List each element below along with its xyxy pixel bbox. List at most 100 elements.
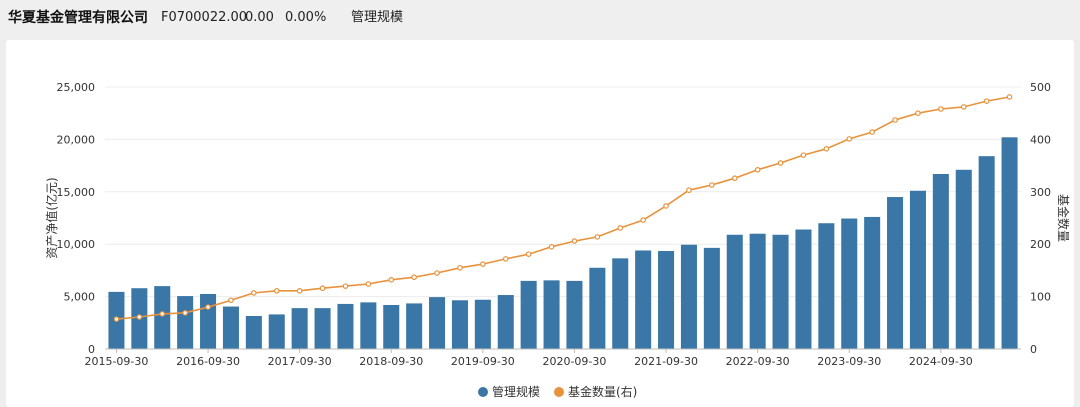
aum-bar[interactable] [749,233,766,349]
aum-bar[interactable] [497,295,514,349]
aum-bar[interactable] [795,229,812,349]
fund-count-point[interactable] [1006,94,1013,100]
fund-count-point[interactable] [640,217,646,223]
aum-bar[interactable] [314,308,331,349]
y-right-tick-label: 200 [1030,238,1051,251]
aum-bar[interactable] [268,314,285,349]
fund-count-point[interactable] [182,310,188,316]
fund-count-point[interactable] [754,166,761,173]
fund-count-point[interactable] [915,110,921,117]
fund-count-point[interactable] [251,290,257,296]
y-right-axis-title: 基金数量 [1056,194,1071,242]
fund-count-point[interactable] [388,277,395,283]
aum-bar[interactable] [726,234,743,349]
fund-count-point[interactable] [731,175,738,181]
fund-count-point[interactable] [594,234,601,240]
aum-bar[interactable] [703,247,720,349]
fund-count-point[interactable] [686,187,692,194]
fund-count-point[interactable] [113,316,120,322]
aum-bar[interactable] [474,299,491,349]
legend-fund-count-dot-icon [554,387,564,397]
fund-count-point[interactable] [480,261,486,267]
fund-count-point[interactable] [823,146,830,152]
aum-bar[interactable] [589,267,606,349]
aum-bar[interactable] [200,293,217,349]
legend-item-fund-count[interactable]: 基金数量(右) [554,384,637,399]
fund-count-point[interactable] [983,98,990,104]
fund-count-point[interactable] [960,104,967,110]
aum-bar[interactable] [978,156,995,349]
fund-count-point[interactable] [411,274,417,281]
fund-count-series [113,94,1013,322]
aum-bar[interactable] [291,308,308,349]
aum-bar[interactable] [245,315,262,349]
fund-count-point[interactable] [457,264,463,271]
fund-count-point[interactable] [365,281,372,287]
aum-bar[interactable] [955,169,972,349]
fund-count-point[interactable] [892,117,898,123]
y-right-tick-label: 0 [1030,343,1037,356]
y-right-tick-label: 400 [1030,133,1051,146]
aum-bar[interactable] [429,297,446,349]
aum-bar[interactable] [383,304,400,349]
y-left-tick-label: 15,000 [57,186,96,199]
fund-count-point[interactable] [548,244,555,250]
aum-bar[interactable] [566,280,583,349]
aum-bar[interactable] [337,303,354,349]
gridlines [105,86,1021,298]
legend-item-aum[interactable]: 管理规模 [478,384,540,399]
aum-bar[interactable] [612,258,629,349]
aum-bar[interactable] [1001,137,1018,349]
fund-count-point[interactable] [571,238,578,244]
legend-aum-dot-icon [478,387,488,397]
aum-bar[interactable] [864,216,881,349]
fund-count-point[interactable] [159,311,166,317]
aum-bar[interactable] [520,280,537,349]
fund-count-point[interactable] [342,283,349,289]
aum-bar[interactable] [406,303,423,349]
y-left-tick-label: 10,000 [57,238,96,251]
aum-bar[interactable] [932,173,949,349]
aum-bar[interactable] [909,190,926,349]
fund-count-point[interactable] [502,256,509,262]
x-tick-label: 2019-09-30 [451,355,515,368]
aum-bar[interactable] [451,300,468,349]
fund-count-point[interactable] [136,314,143,320]
aum-bar[interactable] [772,234,789,349]
company-name: 华夏基金管理有限公司 [8,10,148,26]
management-scale-chart: 0 5,000 10,000 15,000 20,000 25,000 0 100 200 300… [44,81,1071,399]
fund-count-point[interactable] [663,203,669,209]
x-tick-label: 2023-09-30 [817,355,881,368]
aum-bar[interactable] [841,218,858,349]
fund-count-point[interactable] [938,106,944,112]
aum-bar[interactable] [360,302,377,349]
fund-count-point[interactable] [273,288,280,294]
aum-bar[interactable] [887,197,904,349]
y-left-tick-label: 20,000 [57,133,96,146]
fund-count-point[interactable] [296,288,303,294]
fund-count-point[interactable] [777,160,784,166]
fund-header: 华夏基金管理有限公司 F0700022.00 0.00 0.00% 管理规模 [0,0,1080,40]
aum-bar[interactable] [222,306,239,349]
y-right-tick-label: 500 [1030,81,1051,94]
tab-management-scale[interactable]: 管理规模 [351,10,404,25]
fund-count-point[interactable] [434,270,440,276]
fund-count-point[interactable] [869,129,875,135]
aum-bar[interactable] [635,250,652,349]
fund-count-point[interactable] [228,297,234,304]
aum-bar[interactable] [154,286,171,349]
fund-count-point[interactable] [709,182,715,188]
aum-bar[interactable] [680,244,697,349]
fund-count-point[interactable] [525,251,532,257]
fund-count-point[interactable] [205,304,211,310]
fund-count-point[interactable] [846,136,853,142]
aum-bar[interactable] [818,223,835,349]
aum-bar[interactable] [543,280,560,349]
aum-bar[interactable] [658,251,675,349]
fund-count-point[interactable] [617,225,624,231]
y-left-tick-label: 25,000 [57,81,96,94]
aum-bar[interactable] [177,296,194,349]
fund-count-point[interactable] [319,285,326,292]
fund-count-point[interactable] [800,152,807,158]
axes: 0 5,000 10,000 15,000 20,000 25,000 0 100 200 300… [57,81,1052,368]
